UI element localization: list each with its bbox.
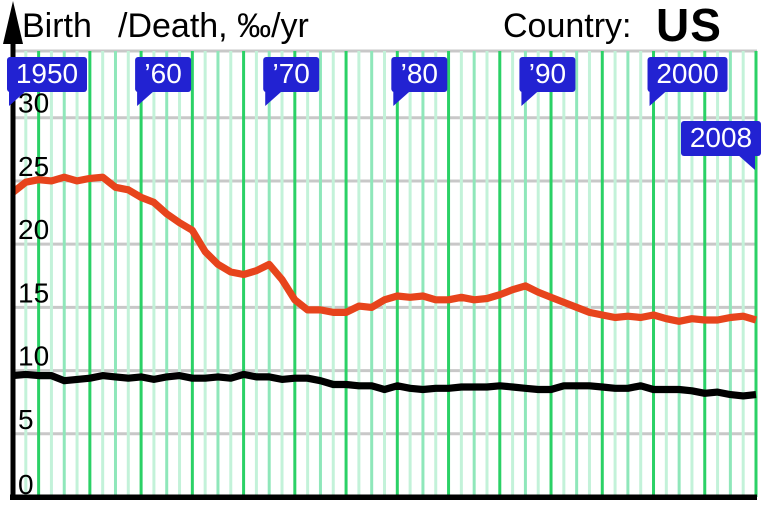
- country-value: US: [656, 0, 722, 51]
- year-callout-tail: [737, 154, 755, 170]
- year-callout-2008: 2008: [681, 121, 761, 170]
- year-callout-label: 2000: [656, 58, 718, 89]
- y-tick-label-25: 25: [18, 151, 49, 182]
- year-callout-1980: ’80: [391, 57, 448, 106]
- year-callout-tail: [649, 90, 668, 106]
- death-rate-line: [12, 370, 757, 400]
- birth-rate-line: [10, 173, 758, 325]
- y-tick-label-5: 5: [18, 404, 34, 435]
- year-callout-tail: [9, 90, 27, 106]
- year-callout-label: ’90: [529, 58, 566, 89]
- year-callout-box: [391, 57, 448, 92]
- axes: [3, 1, 757, 500]
- y-axis-arrowhead: [3, 1, 23, 44]
- year-callout-tail: [521, 90, 540, 106]
- title-death-units-label: /Death, ‰/yr: [118, 7, 309, 45]
- year-callouts: 1950 ’60 ’70 ’80 ’90 2000 2008: [7, 57, 761, 170]
- year-callout-tail: [265, 90, 284, 106]
- year-callout-label: 1950: [16, 58, 78, 89]
- year-callout-label: ’70: [273, 58, 310, 89]
- year-callout-1990: ’90: [519, 57, 576, 106]
- y-tick-label-10: 10: [18, 341, 49, 372]
- year-callout-label: ’80: [401, 58, 438, 89]
- x-axis: [10, 494, 757, 500]
- year-callout-1970: ’70: [263, 57, 320, 106]
- y-tick-label-20: 20: [18, 214, 49, 245]
- year-callout-box: [681, 121, 761, 156]
- year-callout-2000: 2000: [647, 57, 728, 106]
- year-callout-tail: [393, 90, 412, 106]
- country-label: Country:: [503, 7, 632, 45]
- year-callout-1960: ’60: [135, 57, 192, 106]
- year-callout-box: [135, 57, 192, 92]
- year-callout-label: 2008: [690, 122, 752, 153]
- y-tick-label-0: 0: [18, 469, 34, 500]
- title-birth-label: Birth: [22, 7, 92, 45]
- year-callout-box: [647, 57, 728, 92]
- data-curves: [10, 173, 758, 400]
- year-callout-tail: [137, 90, 156, 106]
- year-callout-1950: 1950: [7, 57, 87, 106]
- year-callout-box: [7, 57, 87, 92]
- year-callout-label: ’60: [144, 58, 181, 89]
- y-tick-label-15: 15: [18, 277, 49, 308]
- year-callout-box: [263, 57, 320, 92]
- y-axis: [10, 30, 16, 497]
- year-callout-box: [519, 57, 576, 92]
